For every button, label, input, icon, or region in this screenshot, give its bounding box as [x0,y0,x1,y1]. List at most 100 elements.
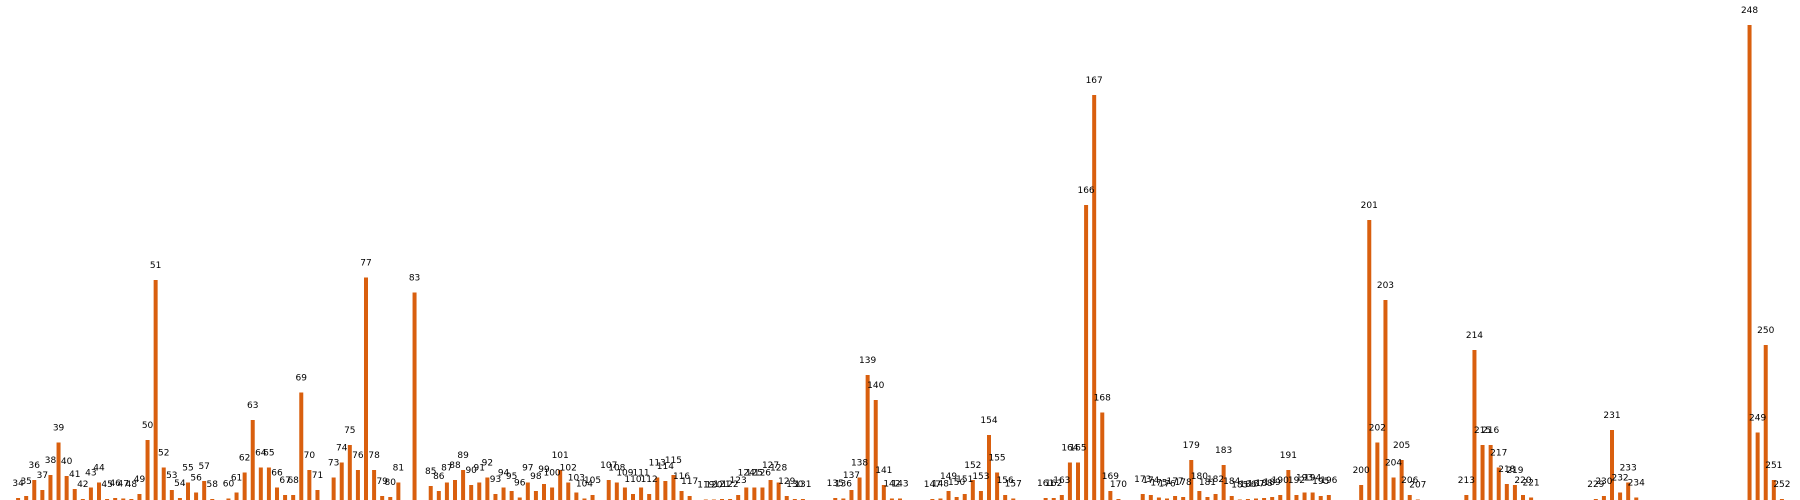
bar-label-252: 252 [1773,480,1790,490]
bar-label-65: 65 [263,449,274,459]
bar-label-164: 164 [1061,444,1078,454]
bar-123 [736,495,741,500]
bar-label-96: 96 [514,479,526,489]
bar-57 [202,481,207,500]
bar-50 [145,440,150,500]
bar-180 [1197,491,1202,500]
bar-label-143: 143 [891,480,908,490]
bar-74 [339,462,344,500]
bar-label-54: 54 [174,479,186,489]
bar-label-248: 248 [1741,6,1758,16]
bar-86 [436,491,441,500]
bar-label-131: 131 [794,480,811,490]
bar-label-174: 174 [1142,476,1159,486]
bar-248 [1747,25,1752,500]
bar-label-193: 193 [1296,474,1313,484]
bar-44 [97,482,101,500]
bar-label-157: 157 [1005,480,1022,490]
bar-107 [606,480,611,500]
bar-label-71: 71 [312,471,323,481]
bar-label-192: 192 [1288,476,1305,486]
bar-label-216: 216 [1482,426,1499,436]
bar-81 [396,482,401,500]
bar-94 [501,487,506,500]
bar-label-123: 123 [730,476,747,486]
bar-label-147: 147 [924,480,941,490]
bar-label-99: 99 [538,465,550,475]
bar-70 [307,470,312,500]
bar-label-218: 218 [1498,465,1515,475]
bar-label-121: 121 [713,480,730,490]
bar-93 [493,494,498,500]
bar-83 [412,292,417,500]
bar-214 [1472,350,1477,500]
bar-148 [938,498,943,500]
bar-label-35: 35 [20,477,31,487]
bar-label-153: 153 [972,472,989,482]
bar-192 [1294,495,1299,500]
bar-label-249: 249 [1749,414,1766,424]
bar-label-116: 116 [673,472,690,482]
bar-104 [582,498,587,500]
bar-label-114: 114 [657,462,674,472]
bar-166 [1084,205,1089,500]
bar-label-42: 42 [77,480,88,490]
bar-105 [590,495,595,500]
bar-73 [331,477,336,500]
bar-234 [1634,497,1639,500]
bar-251 [1771,480,1776,500]
bar-label-221: 221 [1522,479,1539,489]
bar-label-94: 94 [498,469,510,479]
bar-181 [1205,497,1210,500]
bar-label-154: 154 [980,416,997,426]
bar-183 [1221,465,1226,500]
bar-label-79: 79 [376,477,388,487]
bar-79 [380,496,385,500]
bar-157 [1011,498,1016,500]
bar-101 [558,470,563,500]
bar-47 [121,498,126,500]
bar-97 [525,482,530,500]
bar-label-45: 45 [101,480,112,490]
bar-88 [453,480,457,500]
bar-label-103: 103 [568,474,585,484]
bar-113 [655,477,660,500]
bar-label-64: 64 [255,449,267,459]
bar-label-194: 194 [1304,474,1321,484]
bar-label-185: 185 [1231,481,1248,491]
bar-label-205: 205 [1393,441,1410,451]
bar-label-97: 97 [522,464,533,474]
bar-label-138: 138 [851,459,868,469]
bar-128 [776,482,781,500]
bar-label-92: 92 [482,459,493,469]
bar-label-56: 56 [190,474,202,484]
bar-label-61: 61 [231,474,242,484]
bar-label-87: 87 [441,464,452,474]
bar-label-219: 219 [1506,466,1523,476]
bar-label-203: 203 [1377,281,1394,291]
bar-label-168: 168 [1094,394,1111,404]
bar-label-167: 167 [1086,76,1103,86]
bar-161 [1043,498,1048,500]
bar-96 [517,497,522,500]
bar-62 [242,472,247,500]
bar-194 [1310,492,1315,500]
bar-89 [461,470,466,500]
bar-label-95: 95 [506,472,517,482]
bar-label-151: 151 [956,475,973,485]
bar-37 [40,490,45,500]
bar-179 [1189,460,1194,500]
bar-label-126: 126 [754,469,771,479]
bar-165 [1076,462,1080,500]
bar-35 [24,496,29,500]
bar-195 [1318,496,1323,500]
bar-label-85: 85 [425,467,436,477]
bar-label-76: 76 [352,451,364,461]
bar-label-163: 163 [1053,476,1070,486]
bar-191 [1286,470,1291,500]
bar-215 [1480,445,1485,500]
bar-label-230: 230 [1595,477,1612,487]
bar-174 [1148,495,1153,500]
bar-52 [161,467,166,500]
bar-137 [849,490,854,500]
